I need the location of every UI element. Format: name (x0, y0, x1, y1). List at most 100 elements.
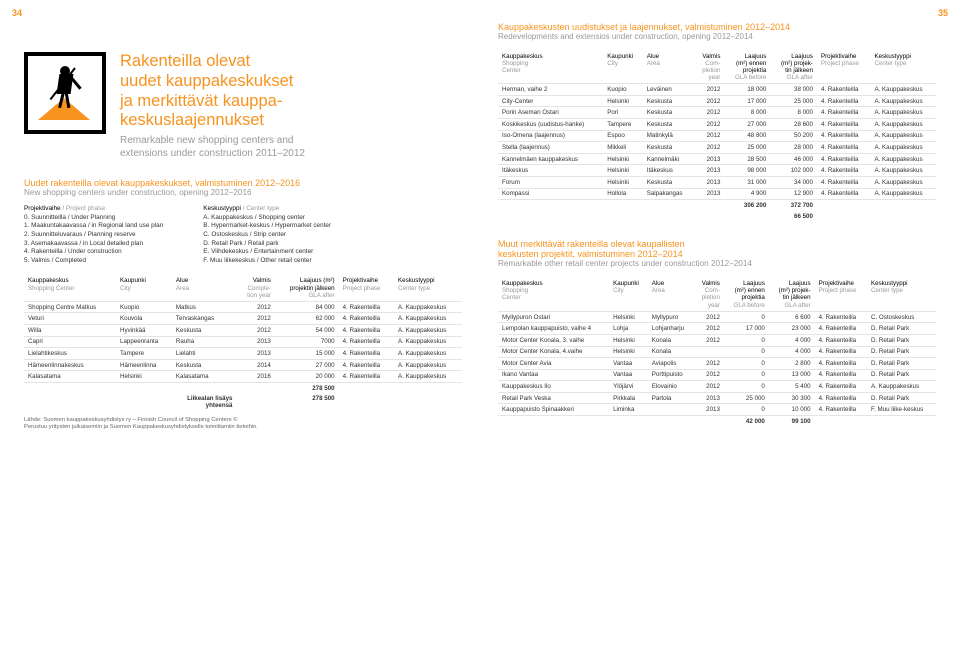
table-cell: Hyvinkää (116, 325, 172, 337)
table-cell: 2012 (694, 142, 725, 154)
legend-item: 1. Maakuntakaavassa / in Regional land u… (24, 222, 163, 231)
table-cell: Porin Aseman Ostari (498, 107, 603, 119)
table-cell: Aviapolis (648, 358, 694, 370)
table-cell: 0 (724, 369, 769, 381)
table-row: Kauppapuisto SpinaakkeriLiminka2013010 0… (498, 404, 936, 416)
table-cell: 4. Rakenteilla (815, 381, 867, 393)
table-cell: Lielahtikeskus (24, 348, 116, 360)
table-cell: 0 (724, 346, 769, 358)
table-cell: 28 600 (770, 119, 817, 131)
table-cell: Forum (498, 177, 603, 189)
table-cell: A. Kauppakeskus (394, 371, 462, 383)
table-cell: 4. Rakenteilla (815, 392, 867, 404)
table-cell: Tampere (603, 119, 642, 131)
section2-title-fi: Kauppakeskusten uudistukset ja laajennuk… (498, 22, 936, 32)
table-cell: Pirkkala (609, 392, 648, 404)
table-cell: 4. Rakenteilla (817, 95, 871, 107)
table-cell: Shopping Centre Matkus (24, 301, 116, 313)
table-cell: A. Kauppakeskus (394, 313, 462, 325)
table-cell: 0 (724, 311, 769, 323)
table-cell: 10 000 (769, 404, 815, 416)
table-cell: 4. Rakenteilla (817, 119, 871, 131)
table-cell: 0 (724, 358, 769, 370)
table-cell: A. Kauppakeskus (394, 301, 462, 313)
section3-title-en: Remarkable other retail center projects … (498, 259, 936, 268)
table-cell: 4. Rakenteilla (815, 358, 867, 370)
table-cell: 4. Rakenteilla (817, 107, 871, 119)
table-row: KompassiHollolaSalpakangas20134 90012 90… (498, 188, 936, 200)
table-cell: 2013 (694, 177, 725, 189)
table-cell: 84 000 (275, 301, 339, 313)
left-header: Rakenteilla olevat uudet kauppakeskukset… (24, 52, 462, 160)
table-cell: 2012 (694, 381, 724, 393)
table-row-delta: 66 500 (498, 211, 936, 222)
table-cell: Hollola (603, 188, 642, 200)
table-cell: 2012 (694, 107, 725, 119)
table-row: VeturiKouvolaTervaskangas201262 0004. Ra… (24, 313, 462, 325)
legends: Projektivaihe / Project phase 0. Suunnit… (24, 205, 462, 265)
table-cell: Myllypuro (648, 311, 694, 323)
table-cell: City-Center (498, 95, 603, 107)
table-row-total: 42 00099 100 (498, 416, 936, 427)
table-cell: 28 000 (770, 142, 817, 154)
column-header: KeskustyyppiCenter type (867, 278, 936, 311)
column-header: KaupunkiCity (609, 278, 648, 311)
table-cell: 5 400 (769, 381, 815, 393)
table-cell: Lohja (609, 323, 648, 335)
table-cell: Lielahti (172, 348, 237, 360)
table-cell: 2012 (236, 301, 274, 313)
table-cell: F. Muu liike-keskus (867, 404, 936, 416)
table-cell: 4. Rakenteilla (815, 323, 867, 335)
table-cell: 4 000 (769, 334, 815, 346)
legend-type: Keskustyyppi / Center type A. Kauppakesk… (203, 205, 331, 265)
table-cell: Kompassi (498, 188, 603, 200)
table-cell: 2013 (694, 404, 724, 416)
table-cell: Keskusta (643, 107, 694, 119)
table-cell: 4. Rakenteilla (815, 346, 867, 358)
table-cell: 13 000 (769, 369, 815, 381)
table-cell: 4. Rakenteilla (817, 165, 871, 177)
table-cell: Kannelmäki (643, 153, 694, 165)
legend-item: B. Hypermarket-keskus / Hypermarket cent… (203, 222, 331, 231)
table-cell: 0 (724, 334, 769, 346)
table-cell: Tampere (116, 348, 172, 360)
column-header: KaupunkiCity (116, 276, 172, 302)
table-cell: Helsinki (603, 177, 642, 189)
column-header: KeskustyyppiCenter type (394, 276, 462, 302)
table-cell: Kauppapuisto Spinaakkeri (498, 404, 609, 416)
table-cell: D. Retail Park (867, 369, 936, 381)
legend-item: 4. Rakenteilla / Under construction (24, 248, 163, 257)
table-cell: 28 500 (724, 153, 770, 165)
table-cell: 2012 (694, 119, 725, 131)
section1-title-en: New shopping centers under construction,… (24, 188, 462, 197)
table-other-projects: KauppakeskusShoppingCenterKaupunkiCityAl… (498, 278, 936, 426)
table-cell: 4 900 (724, 188, 770, 200)
table-cell: 23 000 (769, 323, 815, 335)
table-cell: A. Kauppakeskus (870, 130, 936, 142)
table-cell: Motor Center Konala, 4.vaihe (498, 346, 609, 358)
table-row: Motor Center AviaVantaaAviapolis201202 8… (498, 358, 936, 370)
legend-item: 2. Suunnitteluvaraus / Planning reserve (24, 231, 163, 240)
table-cell: D. Retail Park (867, 334, 936, 346)
table-cell: 30 300 (769, 392, 815, 404)
table-cell: A. Kauppakeskus (870, 142, 936, 154)
table-cell: 2012 (694, 334, 724, 346)
table-cell: 2012 (236, 325, 274, 337)
table-cell: 4. Rakenteilla (817, 84, 871, 96)
table-cell: 2013 (694, 165, 725, 177)
legend-item: 5. Valmis / Completed (24, 257, 163, 266)
table-row: WillaHyvinkääKeskusta201254 0004. Rakent… (24, 325, 462, 337)
table-cell: Kuopio (116, 301, 172, 313)
table-row: Lempolan kauppapuisto, vaihe 4LohjaLohja… (498, 323, 936, 335)
table-cell: D. Retail Park (867, 346, 936, 358)
table-cell: 15 000 (275, 348, 339, 360)
table-row: Motor Center Konala, 4.vaiheHelsinkiKona… (498, 346, 936, 358)
table-redevelopments: KauppakeskusShoppingCenterKaupunkiCityAl… (498, 51, 936, 221)
table-cell: A. Kauppakeskus (870, 95, 936, 107)
table-cell: A. Kauppakeskus (870, 153, 936, 165)
table-cell: Rauha (172, 336, 237, 348)
table-cell: 48 800 (724, 130, 770, 142)
table-cell: 2016 (236, 371, 274, 383)
table-cell: 102 000 (770, 165, 817, 177)
table-cell: 27 000 (275, 359, 339, 371)
